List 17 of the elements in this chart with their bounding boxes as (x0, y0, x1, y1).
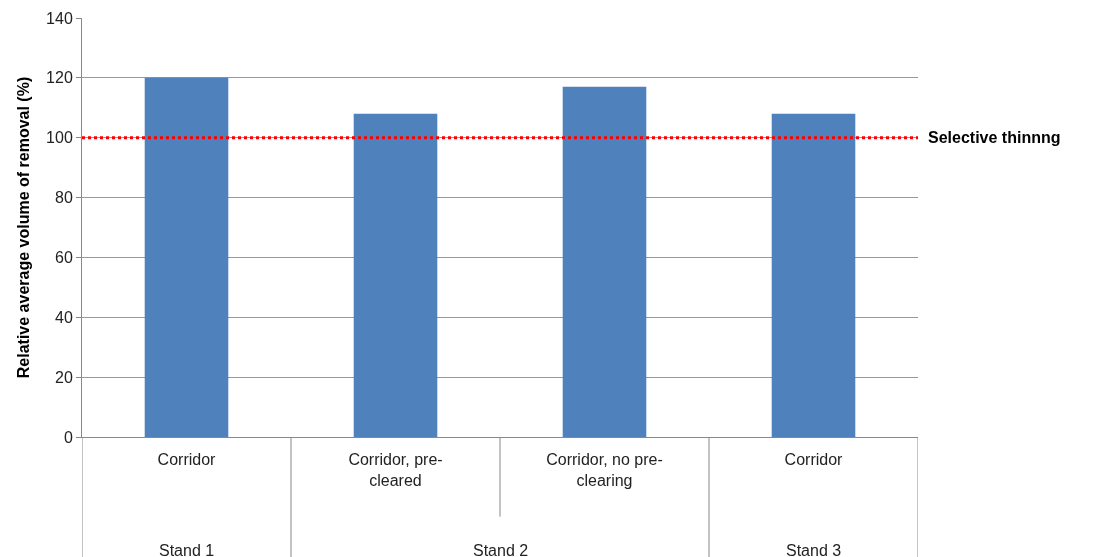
text: Stand 2 (473, 542, 529, 557)
ref-line-label: Selective thinnng (928, 129, 1061, 146)
y-tick-label: 120 (46, 69, 73, 87)
x-tick-label: Corridor (784, 451, 844, 469)
y-tick-label: 140 (46, 9, 73, 27)
x-tick-label: Corridor, pre-cleared (348, 451, 443, 489)
y-axis-title: Relative average volume of removal (%) (15, 76, 32, 379)
x-tick-label: Corridor, no pre-clearing (546, 451, 663, 489)
text: Stand 3 (786, 542, 842, 557)
y-tick-label: 20 (55, 368, 73, 386)
y-tick-label: 100 (46, 129, 73, 147)
x-tick-label: Corridor (157, 451, 217, 469)
y-tick-label: 40 (55, 308, 73, 326)
y-tick-label: 80 (55, 189, 73, 207)
y-tick-label: 0 (63, 428, 73, 446)
text: Stand 1 (159, 542, 215, 557)
y-tick-label: 60 (55, 249, 73, 267)
